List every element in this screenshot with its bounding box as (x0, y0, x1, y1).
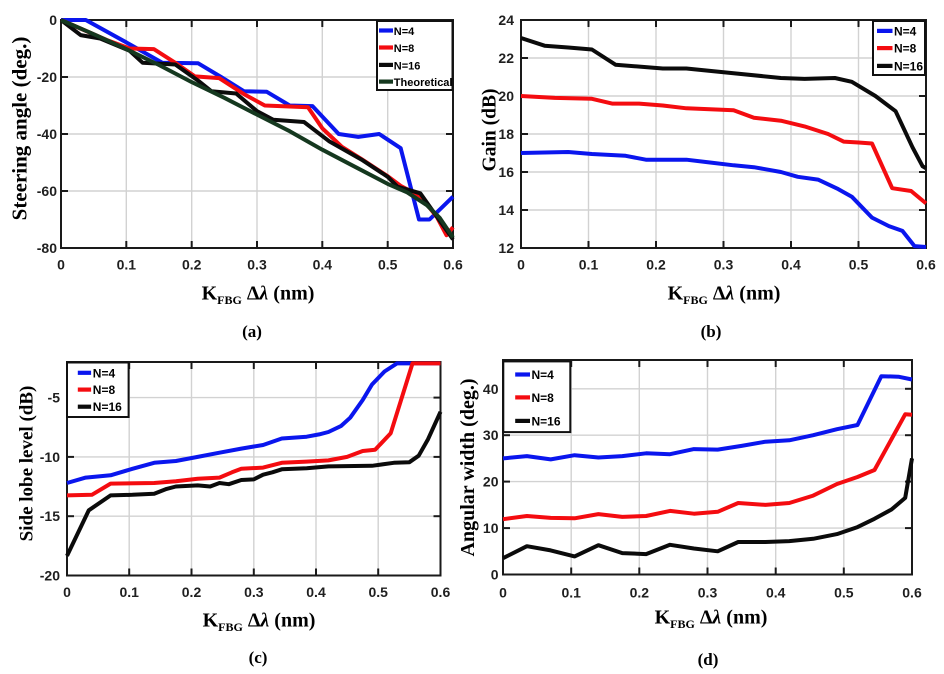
svg-text:0.6: 0.6 (916, 257, 936, 273)
svg-text:0.4: 0.4 (781, 257, 801, 273)
svg-text:16: 16 (498, 164, 514, 180)
svg-text:0.3: 0.3 (714, 257, 734, 273)
svg-text:10: 10 (483, 520, 499, 536)
svg-text:-80: -80 (37, 240, 57, 256)
svg-text:N=16: N=16 (532, 414, 561, 428)
svg-text:-20: -20 (40, 568, 60, 584)
svg-text:18: 18 (498, 126, 514, 142)
svg-text:0: 0 (517, 257, 525, 273)
svg-text:-60: -60 (37, 183, 57, 199)
svg-text:22: 22 (498, 50, 514, 66)
svg-text:0.5: 0.5 (849, 257, 869, 273)
svg-text:0.4: 0.4 (766, 585, 786, 601)
svg-text:12: 12 (498, 240, 514, 256)
svg-text:Gain (dB): Gain (dB) (480, 89, 501, 172)
svg-text:0.4: 0.4 (306, 584, 326, 600)
svg-text:0.4: 0.4 (313, 257, 333, 273)
svg-text:KFBG Δλ (nm): KFBG Δλ (nm) (655, 607, 768, 632)
svg-text:N=4: N=4 (93, 366, 116, 380)
svg-text:24: 24 (498, 12, 514, 28)
svg-text:0.3: 0.3 (698, 585, 718, 601)
svg-text:-5: -5 (48, 390, 61, 406)
svg-text:0: 0 (499, 585, 507, 601)
svg-text:0.1: 0.1 (561, 585, 581, 601)
svg-text:0.6: 0.6 (443, 257, 463, 273)
svg-text:N=4: N=4 (394, 26, 415, 38)
svg-text:N=16: N=16 (93, 400, 122, 414)
svg-text:0.5: 0.5 (834, 585, 854, 601)
svg-text:Theoretical: Theoretical (394, 77, 453, 89)
svg-text:0.2: 0.2 (646, 257, 666, 273)
svg-text:0.1: 0.1 (119, 584, 139, 600)
svg-text:N=8: N=8 (394, 43, 415, 55)
svg-text:0.3: 0.3 (247, 257, 267, 273)
svg-text:N=8: N=8 (894, 42, 917, 56)
svg-text:0.2: 0.2 (182, 584, 202, 600)
svg-text:20: 20 (498, 88, 514, 104)
svg-text:N=16: N=16 (394, 60, 421, 72)
svg-text:KFBG Δλ (nm): KFBG Δλ (nm) (668, 283, 781, 308)
svg-text:N=16: N=16 (894, 59, 923, 73)
svg-text:Angular width (deg.): Angular width (deg.) (457, 379, 479, 557)
svg-text:40: 40 (483, 381, 499, 397)
svg-text:(b): (b) (701, 322, 722, 341)
svg-text:Steering angle (deg.): Steering angle (deg.) (7, 37, 31, 221)
svg-text:30: 30 (483, 427, 499, 443)
svg-text:N=8: N=8 (93, 383, 116, 397)
svg-text:0: 0 (49, 12, 57, 28)
svg-text:-10: -10 (40, 449, 60, 465)
svg-text:0.5: 0.5 (368, 584, 388, 600)
svg-text:0.3: 0.3 (244, 584, 264, 600)
svg-text:(c): (c) (249, 648, 268, 667)
svg-text:0.5: 0.5 (378, 257, 398, 273)
svg-text:0: 0 (57, 257, 65, 273)
svg-text:N=4: N=4 (532, 368, 555, 382)
svg-text:N=8: N=8 (532, 391, 555, 405)
svg-text:0.1: 0.1 (579, 257, 599, 273)
svg-text:-15: -15 (40, 508, 60, 524)
svg-text:-20: -20 (37, 69, 57, 85)
svg-text:-40: -40 (37, 126, 57, 142)
svg-text:20: 20 (483, 474, 499, 490)
svg-text:0.6: 0.6 (431, 584, 451, 600)
svg-text:0.2: 0.2 (630, 585, 650, 601)
svg-text:0.1: 0.1 (117, 257, 137, 273)
svg-text:(a): (a) (242, 322, 262, 341)
svg-text:(d): (d) (698, 650, 719, 669)
svg-text:0: 0 (491, 567, 499, 583)
svg-text:0.2: 0.2 (182, 257, 202, 273)
svg-text:0: 0 (63, 584, 71, 600)
svg-text:0.6: 0.6 (902, 585, 922, 601)
svg-text:N=4: N=4 (894, 24, 917, 38)
svg-text:14: 14 (498, 202, 514, 218)
svg-text:Side lobe level (dB): Side lobe level (dB) (17, 386, 38, 542)
